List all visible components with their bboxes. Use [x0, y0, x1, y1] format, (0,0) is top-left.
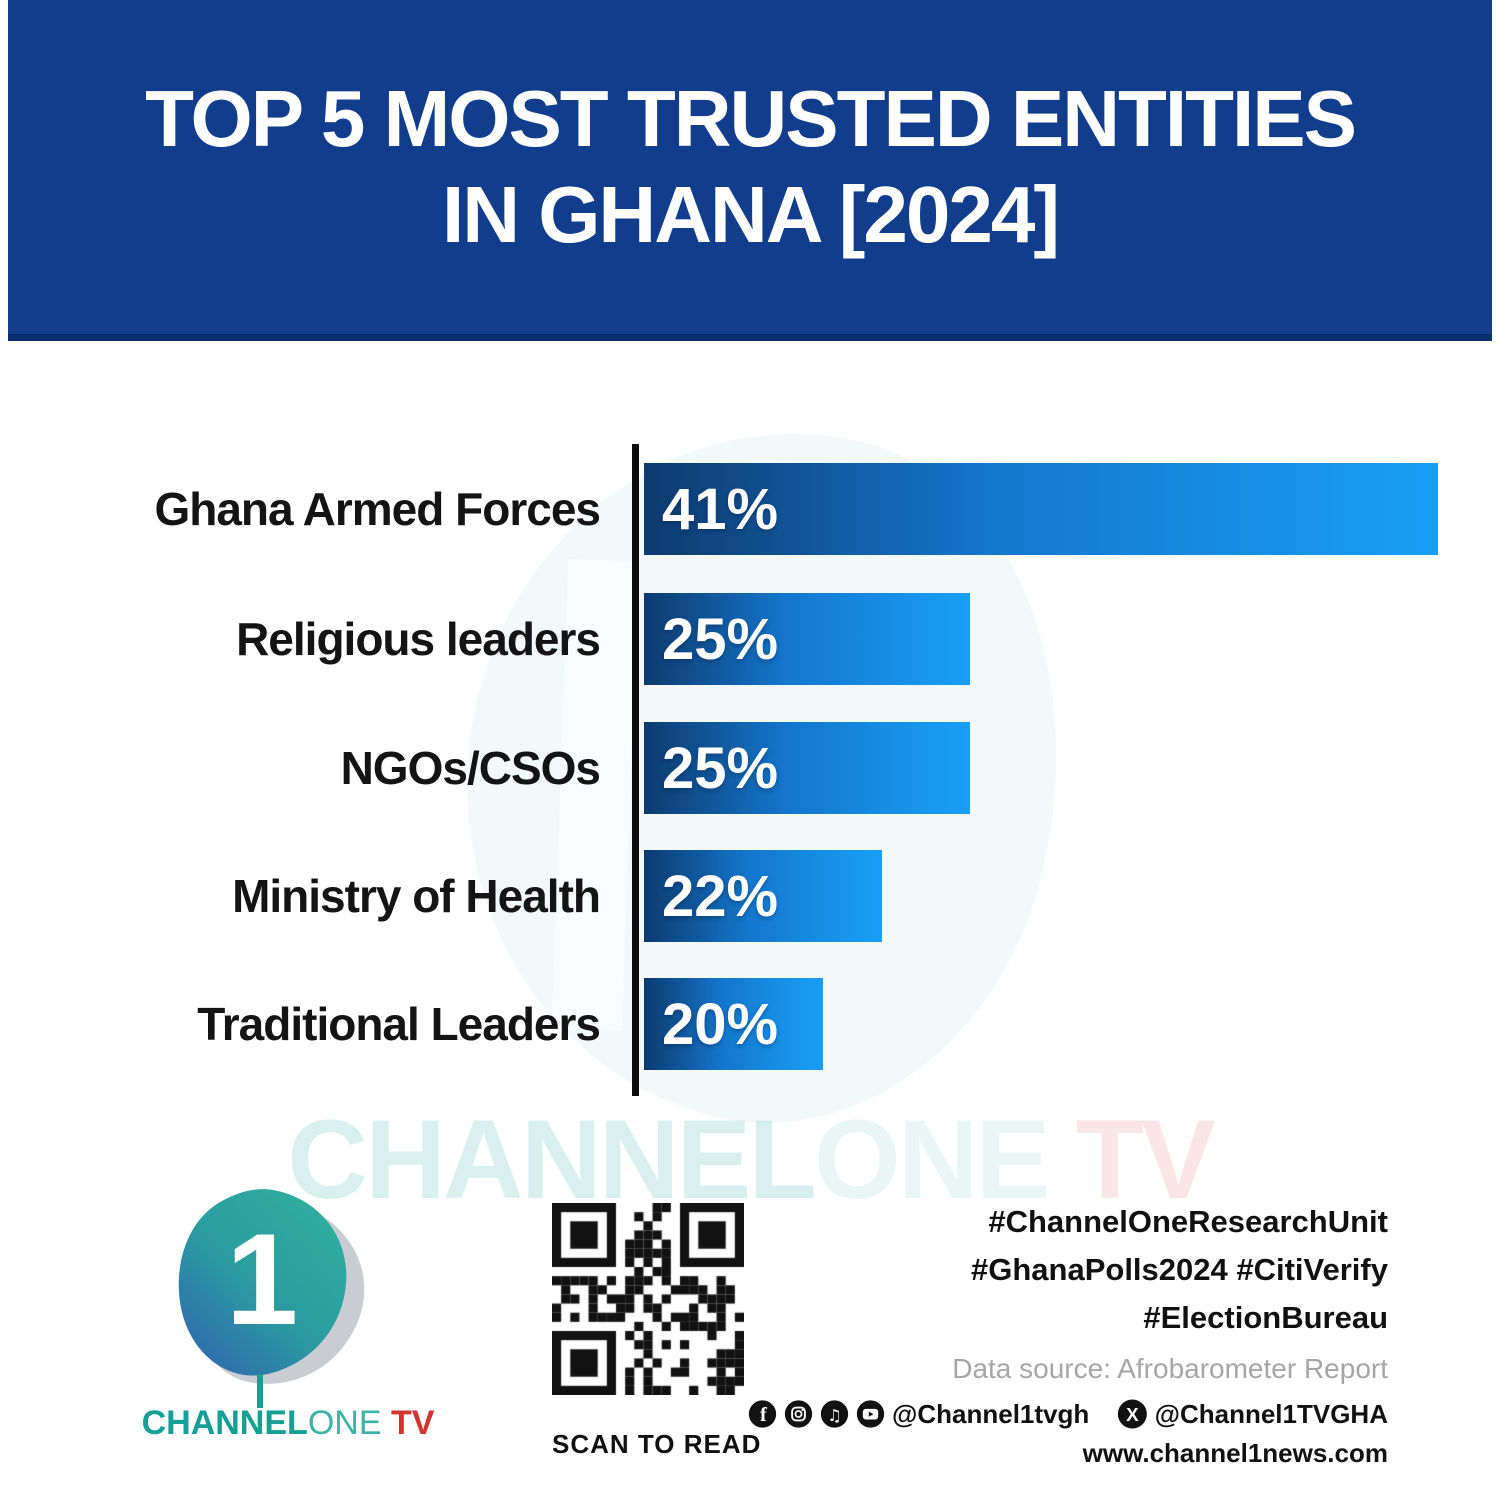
bar-value-label: 25%: [662, 607, 779, 672]
logo-wordmark-tv: TV: [381, 1404, 435, 1442]
hashtag-line-2: #GhanaPolls2024 #CitiVerify: [971, 1252, 1388, 1287]
category-label: Traditional Leaders: [197, 998, 601, 1050]
chart-row-traditional-leaders: Traditional Leaders 20%: [0, 978, 1500, 1070]
chart-axis-line: [632, 444, 639, 1096]
channel-one-watermark-text: CHANNELONE TV: [0, 1100, 1500, 1220]
category-label: Ministry of Health: [232, 870, 601, 922]
bar-religious-leaders: 25%: [644, 593, 970, 685]
instagram-icon: [784, 1400, 813, 1428]
channel-one-logo-icon: 1: [178, 1189, 365, 1408]
watermark-one: ONE: [813, 1097, 1051, 1222]
social-handle-x: @Channel1TVGHA: [1154, 1399, 1388, 1429]
page-title-line2: IN GHANA [2024]: [441, 170, 1060, 259]
social-handle-main: @Channel1tvgh: [892, 1399, 1090, 1429]
chart-row-ministry-of-health: Ministry of Health 22%: [0, 850, 1500, 942]
logo-wordmark-channel: CHANNEL: [141, 1404, 308, 1442]
channel-one-logo: 1 CHANNELONE TV: [142, 1182, 434, 1442]
bar-ministry-of-health: 22%: [644, 850, 882, 942]
svg-text:♫: ♫: [827, 1406, 842, 1425]
logo-one-glyph: 1: [226, 1206, 298, 1352]
category-label: Religious leaders: [236, 613, 601, 665]
category-label: NGOs/CSOs: [340, 742, 601, 794]
x-icon: X: [1117, 1399, 1147, 1429]
chart-row-ghana-armed-forces: Ghana Armed Forces 41%: [0, 463, 1500, 555]
qr-block: SCAN TO READ: [552, 1203, 762, 1460]
bar-traditional-leaders: 20%: [644, 978, 823, 1070]
bar-value-label: 25%: [662, 736, 779, 801]
chart-row-religious-leaders: Religious leaders 25%: [0, 593, 1500, 685]
bar-ghana-armed-forces: 41%: [644, 463, 1438, 555]
social-row: f ♫ @Channel1tvgh X @: [748, 1394, 1388, 1434]
youtube-icon: [856, 1400, 885, 1428]
qr-code: [552, 1203, 744, 1395]
bar-value-label: 41%: [662, 477, 779, 542]
watermark-tv: TV: [1047, 1097, 1216, 1222]
category-label: Ghana Armed Forces: [154, 483, 601, 535]
header-banner: TOP 5 MOST TRUSTED ENTITIES IN GHANA [20…: [8, 0, 1492, 341]
logo-wordmark-one: ONE: [307, 1404, 382, 1442]
chart-row-ngos-csos: NGOs/CSOs 25%: [0, 722, 1500, 814]
logo-wordmark: CHANNELONE TV: [138, 1404, 438, 1443]
logo-one-stem: [257, 1374, 263, 1408]
svg-text:X: X: [1126, 1404, 1139, 1425]
bar-value-label: 22%: [662, 864, 779, 929]
facebook-icon: f: [748, 1400, 777, 1428]
website-url: www.channel1news.com: [1082, 1438, 1388, 1468]
logo-plectrum-shape: [178, 1189, 347, 1376]
footer-right-column: #ChannelOneResearchUnit #GhanaPolls2024 …: [748, 1198, 1388, 1469]
bar-value-label: 20%: [662, 992, 779, 1057]
hashtag-line-1: #ChannelOneResearchUnit: [988, 1204, 1388, 1239]
svg-text:f: f: [760, 1404, 768, 1426]
watermark-channel: CHANNEL: [287, 1097, 817, 1222]
data-source-credit: Data source: Afrobarometer Report: [952, 1353, 1388, 1384]
hashtag-line-3: #ElectionBureau: [1143, 1300, 1388, 1335]
bar-ngos-csos: 25%: [644, 722, 970, 814]
tiktok-icon: ♫: [820, 1400, 849, 1428]
page-title-line1: TOP 5 MOST TRUSTED ENTITIES: [145, 74, 1357, 163]
qr-caption: SCAN TO READ: [552, 1429, 762, 1459]
